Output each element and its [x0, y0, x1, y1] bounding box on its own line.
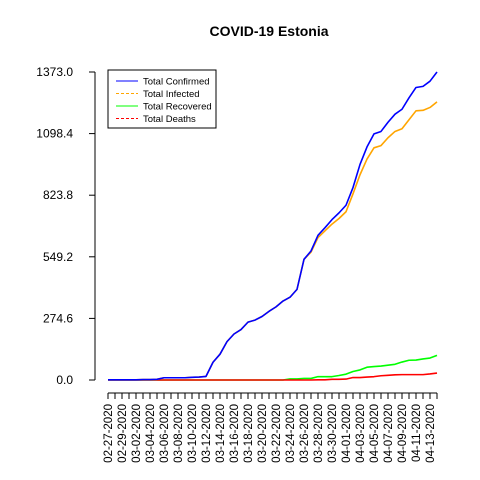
x-tick-label: 04-11-2020 — [411, 404, 423, 462]
series-line-total-recovered — [108, 354, 438, 381]
x-tick-label: 04-03-2020 — [355, 404, 367, 463]
x-tick-label: 03-20-2020 — [257, 404, 269, 463]
y-tick-label: 549.2 — [43, 250, 73, 264]
y-axis: 0.0 274.6 549.2 823.8 1098.4 1373.0 — [36, 65, 96, 387]
x-tick-label: 03-08-2020 — [173, 404, 185, 463]
x-tick-label: 04-07-2020 — [383, 404, 395, 463]
x-tick-label: 03-14-2020 — [215, 404, 227, 463]
x-tick-label: 03-22-2020 — [271, 404, 283, 463]
x-tick-label: 04-13-2020 — [425, 404, 437, 463]
y-tick-label: 1373.0 — [36, 65, 73, 79]
x-axis: 02-27-2020 02-29-2020 03-02-2020 03-04-2020… — [103, 392, 438, 463]
x-tick-label: 04-01-2020 — [341, 404, 353, 463]
x-tick-label: 03-06-2020 — [159, 404, 171, 463]
x-tick-label: 03-04-2020 — [145, 404, 157, 463]
x-tick-label: 04-05-2020 — [369, 404, 381, 463]
x-tick-label: 03-12-2020 — [201, 404, 213, 463]
legend-label: Total Infected — [143, 89, 200, 100]
x-tick-label: 02-27-2020 — [103, 404, 115, 463]
x-tick-label: 03-24-2020 — [285, 404, 297, 463]
legend-label: Total Deaths — [143, 114, 196, 125]
x-tick-label: 03-30-2020 — [327, 404, 339, 463]
series-line-total-deaths — [108, 372, 438, 381]
x-tick-label: 03-16-2020 — [229, 404, 241, 463]
x-tick-label: 03-02-2020 — [131, 404, 143, 463]
chart-title: COVID-19 Estonia — [209, 23, 328, 39]
y-tick-label: 274.6 — [43, 311, 73, 325]
x-tick-label: 03-26-2020 — [299, 404, 311, 463]
series-line-total-infected — [108, 101, 438, 381]
legend-label: Total Recovered — [143, 102, 212, 113]
y-tick-label: 1098.4 — [36, 127, 73, 141]
x-tick-label: 03-10-2020 — [187, 404, 199, 463]
y-tick-label: 823.8 — [43, 188, 73, 202]
legend-label: Total Confirmed — [143, 77, 210, 88]
x-tick-label: 04-09-2020 — [397, 404, 409, 463]
series-layer — [108, 71, 438, 381]
x-tick-label: 03-18-2020 — [243, 404, 255, 463]
y-tick-label: 0.0 — [56, 373, 73, 387]
x-tick-label: 03-28-2020 — [313, 404, 325, 463]
series-line-total-confirmed — [108, 71, 438, 381]
x-tick-label: 02-29-2020 — [117, 404, 129, 463]
